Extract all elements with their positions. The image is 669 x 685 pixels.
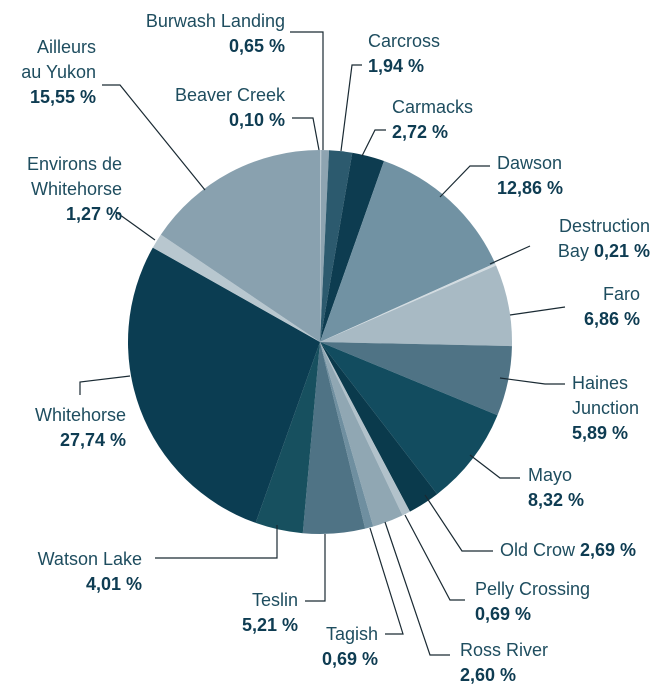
leader-line [384, 521, 450, 656]
leader-line [499, 377, 565, 385]
category-label: Haines Junction [572, 373, 639, 418]
leader-line [290, 31, 324, 150]
leader-line [509, 306, 566, 316]
leader-line [469, 454, 520, 479]
value-label: 2,60 % [460, 665, 516, 685]
pie-slice [320, 342, 512, 416]
category-label: Dawson [497, 153, 562, 173]
category-label: Ailleurs au Yukon [21, 37, 96, 82]
category-label: Carmacks [392, 97, 473, 117]
leader-line [115, 211, 156, 241]
value-label: 6,86 % [584, 309, 640, 329]
leader-line [369, 527, 404, 635]
pie-slice [320, 263, 497, 342]
slice-label: Watson Lake 4,01 % [38, 549, 142, 594]
category-label: Burwash Landing [146, 11, 285, 31]
pie-slice [320, 150, 330, 342]
category-label: Environs de Whitehorse [27, 154, 122, 199]
category-label: Teslin [252, 590, 298, 610]
pie-slice [320, 342, 410, 516]
slice-label: Mayo 8,32 % [528, 465, 584, 510]
category-label: Mayo [528, 465, 572, 485]
category-label: Beaver Creek [175, 85, 286, 105]
slice-label: Dawson 12,86 % [497, 153, 563, 198]
leader-line [424, 494, 493, 552]
value-label: 12,86 % [497, 178, 563, 198]
pie-slice [320, 342, 403, 527]
value-label: 8,32 % [528, 490, 584, 510]
slice-label: Tagish 0,69 % [322, 624, 378, 669]
pie-slice [320, 150, 322, 342]
category-label: Ross River [460, 640, 548, 660]
slice-label: Destruction Bay 0,21 % [558, 216, 650, 261]
value-label: 5,89 % [572, 423, 628, 443]
pie-slice [128, 247, 320, 523]
value-label: 27,74 % [60, 430, 126, 450]
value-label: 0,69 % [322, 649, 378, 669]
value-label: 5,21 % [242, 615, 298, 635]
value-label: 2,72 % [392, 122, 448, 142]
pie-slice [320, 160, 496, 342]
leader-line [102, 84, 206, 191]
slice-label: Haines Junction 5,89 % [572, 373, 639, 443]
leader-line [340, 64, 362, 152]
category-label: Carcross [368, 31, 440, 51]
leader-line [361, 129, 386, 157]
slice-label: Teslin 5,21 % [242, 590, 298, 635]
leader-line [404, 514, 465, 601]
value-label: 0,10 % [229, 110, 285, 130]
category-label: Tagish [326, 624, 378, 644]
slice-label: Ross River 2,60 % [460, 640, 548, 685]
slice-label: Faro 6,86 % [584, 284, 640, 329]
category-label: Whitehorse [35, 405, 126, 425]
pie-slice [320, 342, 498, 495]
pie-slice [320, 152, 385, 342]
category-label: Watson Lake [38, 549, 142, 569]
pie-slice [320, 342, 438, 512]
slice-label: Carmacks 2,72 % [392, 97, 473, 142]
value-label: 15,55 % [30, 87, 96, 107]
value-label: 4,01 % [86, 574, 142, 594]
pie-slice [302, 342, 366, 534]
category-label: Destruction Bay [558, 216, 650, 261]
leader-line [155, 525, 278, 559]
value-label: 0,69 % [475, 604, 531, 624]
category-label: Faro [603, 284, 640, 304]
pie-slice [152, 234, 320, 342]
value-label: 0,21 % [594, 241, 650, 261]
slice-label: Whitehorse 27,74 % [35, 405, 126, 450]
pie-slice [320, 342, 374, 529]
slice-label: Beaver Creek 0,10 % [175, 85, 286, 130]
leader-line [439, 165, 490, 198]
leader-line [79, 375, 131, 395]
slice-label: Burwash Landing 0,65 % [146, 11, 285, 56]
pie-slice [160, 150, 320, 342]
value-label: 1,27 % [66, 204, 122, 224]
value-label: 2,69 % [580, 540, 636, 560]
pie-slice [320, 265, 512, 347]
value-label: 0,65 % [229, 36, 285, 56]
slice-label: Environs de Whitehorse 1,27 % [27, 154, 122, 224]
slice-label: Carcross 1,94 % [368, 31, 440, 76]
value-label: 1,94 % [368, 56, 424, 76]
leader-line [305, 534, 326, 602]
slice-label: Old Crow 2,69 % [500, 540, 636, 560]
category-label: Old Crow [500, 540, 576, 560]
slice-label: Pelly Crossing 0,69 % [475, 579, 590, 624]
pie-slice [320, 150, 353, 342]
pie-slice [255, 342, 320, 534]
category-label: Pelly Crossing [475, 579, 590, 599]
leader-line [489, 245, 531, 265]
leader-line [292, 117, 320, 151]
slice-label: Ailleurs au Yukon 15,55 % [21, 37, 96, 107]
